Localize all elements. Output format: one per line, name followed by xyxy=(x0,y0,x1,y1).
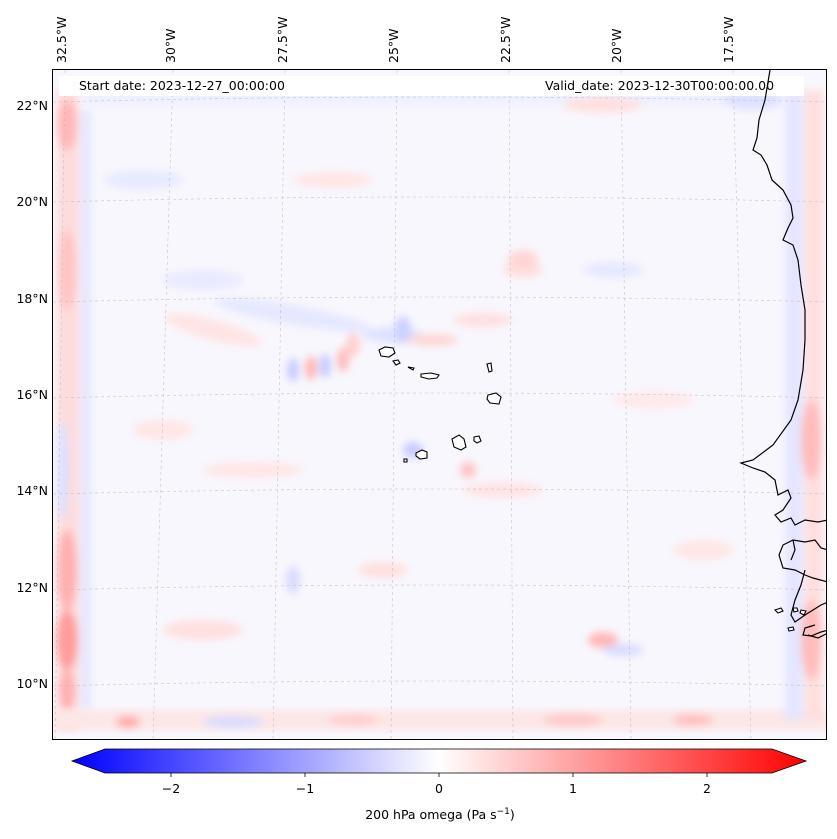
island-brava xyxy=(403,458,408,463)
colorbar-tick-marks xyxy=(170,773,708,777)
cape-verde-islands xyxy=(378,346,502,463)
field-background xyxy=(53,70,826,739)
colorbar-tick-1: 1 xyxy=(569,781,577,796)
island-fogo xyxy=(415,449,428,460)
island-sao-nicolau xyxy=(420,372,440,380)
bijagos-islands xyxy=(773,607,807,632)
colorbar-tick-neg1: −1 xyxy=(295,781,315,796)
lon-label-25w: 25°W xyxy=(386,28,401,63)
header-strip xyxy=(59,76,804,96)
west-africa-coastline xyxy=(739,70,826,639)
omega-field-map xyxy=(53,70,826,739)
island-maio xyxy=(473,435,482,444)
lat-label-14n: 14°N xyxy=(16,483,48,498)
colorbar-tick-2: 2 xyxy=(703,781,711,796)
lat-label-16n: 16°N xyxy=(16,387,48,402)
lon-label-22-5w: 22.5°W xyxy=(498,16,513,63)
graticule xyxy=(53,70,826,739)
colorbar-tick-0: 0 xyxy=(435,781,443,796)
island-santa-luzia xyxy=(407,366,415,371)
lon-label-17-5w: 17.5°W xyxy=(721,16,736,63)
map-panel[interactable] xyxy=(52,69,827,740)
start-date-text: Start date: 2023-12-27_00:00:00 xyxy=(79,78,285,93)
lon-label-27-5w: 27.5°W xyxy=(275,16,290,63)
colorbar-label: 200 hPa omega (Pa s−1) xyxy=(0,807,837,822)
lon-label-32-5w: 32.5°W xyxy=(54,16,69,63)
bottom-edge-anomaly xyxy=(53,710,826,730)
island-santo-antao xyxy=(378,346,396,358)
lat-label-12n: 12°N xyxy=(16,580,48,595)
colorbar-gradient xyxy=(70,748,808,774)
interior-anomalies xyxy=(103,170,733,656)
island-santiago xyxy=(451,434,467,451)
left-edge-anomaly xyxy=(56,90,91,730)
colorbar-tick-neg2: −2 xyxy=(161,781,181,796)
colorbar-label-text: 200 hPa omega (Pa s xyxy=(365,807,497,823)
lat-label-10n: 10°N xyxy=(16,676,48,691)
colorbar-label-exponent: −1 xyxy=(496,807,510,817)
valid-date-text: Valid_date: 2023-12-30T00:00:00.00 xyxy=(545,78,775,93)
island-sao-vicente xyxy=(392,359,401,366)
island-sal xyxy=(486,362,493,373)
lon-label-20w: 20°W xyxy=(609,28,624,63)
right-edge-anomaly xyxy=(785,90,823,720)
lat-label-22n: 22°N xyxy=(16,98,48,113)
lat-label-20n: 20°N xyxy=(16,194,48,209)
lat-label-18n: 18°N xyxy=(16,291,48,306)
lon-label-30w: 30°W xyxy=(163,28,178,63)
colorbar-label-close: ) xyxy=(509,807,515,823)
island-boa-vista xyxy=(486,392,502,405)
